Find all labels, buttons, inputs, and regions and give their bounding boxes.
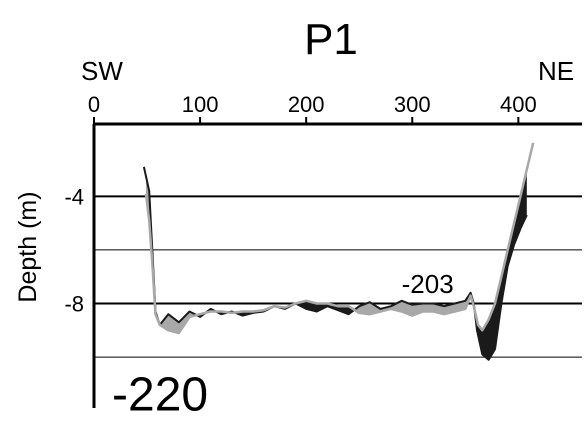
direction-label-sw: SW bbox=[81, 56, 123, 86]
y-tick-labels: -4 -8 bbox=[64, 184, 84, 316]
chart-title: P1 bbox=[304, 15, 358, 64]
profile-areas bbox=[142, 142, 535, 361]
y-tick-label: -4 bbox=[64, 184, 84, 209]
profile-fill-black-9 bbox=[295, 300, 354, 315]
profile-fill-black-5 bbox=[234, 306, 274, 316]
y-axis-label: Depth (m) bbox=[14, 191, 42, 302]
x-tick-labels: 0 100 200 300 400 bbox=[88, 92, 537, 124]
direction-label-ne: NE bbox=[538, 56, 574, 86]
annotations: -203 -220 bbox=[112, 269, 454, 422]
profile-line-2 bbox=[144, 142, 535, 335]
x-tick-label: 400 bbox=[500, 92, 537, 117]
x-tick-label: 300 bbox=[394, 92, 431, 117]
axes bbox=[92, 122, 582, 408]
y-tick-label: -8 bbox=[64, 292, 84, 317]
annotation-label-1: -203 bbox=[402, 269, 454, 299]
gridlines bbox=[94, 195, 582, 358]
x-tick-label: 0 bbox=[88, 92, 100, 117]
x-tick-label: 100 bbox=[182, 92, 219, 117]
profile-fill-grey-0 bbox=[146, 176, 197, 333]
annotation-label-2: -220 bbox=[112, 369, 208, 422]
x-tick-label: 200 bbox=[288, 92, 325, 117]
profile-line-1 bbox=[142, 166, 528, 361]
